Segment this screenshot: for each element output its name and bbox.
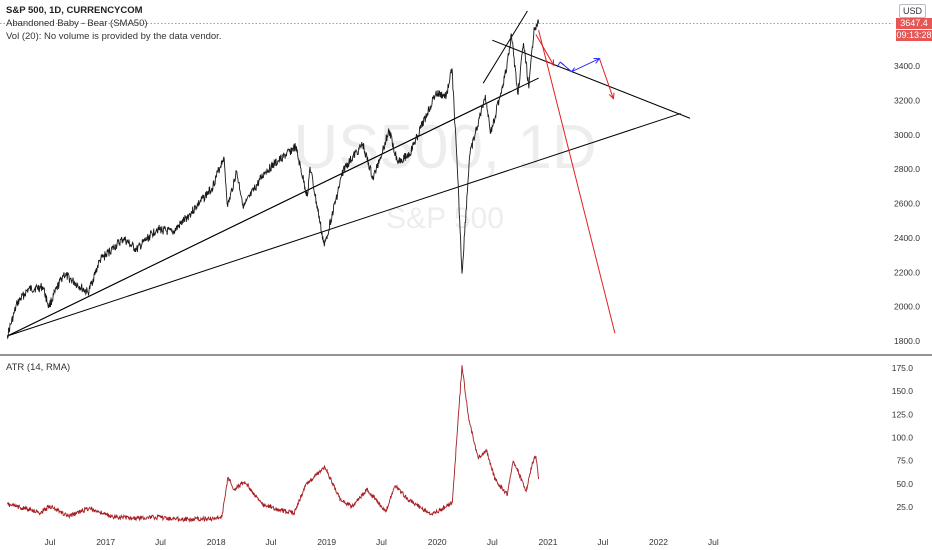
bar-countdown-tag: 09:13:28 bbox=[896, 30, 932, 41]
x-tick-label: 2021 bbox=[539, 537, 558, 547]
x-tick-label: 2018 bbox=[207, 537, 226, 547]
price-y-tick-label: 3000.0 bbox=[894, 130, 920, 140]
forecast-blue-caret bbox=[556, 61, 565, 68]
atr-y-tick-label: 175.0 bbox=[892, 363, 914, 373]
atr-y-tick-label: 25.0 bbox=[896, 502, 913, 512]
price-series-line[interactable] bbox=[6, 19, 540, 340]
x-tick-label: Jul bbox=[155, 537, 166, 547]
price-y-tick-label: 2800.0 bbox=[894, 164, 920, 174]
indicator-legend[interactable]: Abandoned Baby - Bear (SMA50) bbox=[6, 18, 148, 29]
price-y-tick-label: 2200.0 bbox=[894, 267, 920, 277]
x-tick-label: Jul bbox=[45, 537, 56, 547]
price-y-tick-label: 2000.0 bbox=[894, 302, 920, 312]
watermark-symbol: US500, 1D bbox=[293, 113, 596, 182]
x-tick-label: 2017 bbox=[96, 537, 115, 547]
x-tick-label: 2019 bbox=[317, 537, 336, 547]
price-y-tick-label: 3200.0 bbox=[894, 95, 920, 105]
trendline-2[interactable] bbox=[7, 90, 512, 337]
x-tick-label: Jul bbox=[708, 537, 719, 547]
atr-legend[interactable]: ATR (14, RMA) bbox=[6, 362, 71, 373]
price-y-tick-label: 3400.0 bbox=[894, 61, 920, 71]
volume-legend[interactable]: Vol (20): No volume is provided by the d… bbox=[6, 31, 222, 42]
currency-button[interactable]: USD bbox=[898, 4, 926, 18]
x-tick-label: Jul bbox=[376, 537, 387, 547]
x-tick-label: 2022 bbox=[649, 537, 668, 547]
atr-y-tick-label: 125.0 bbox=[892, 409, 914, 419]
atr-y-tick-label: 150.0 bbox=[892, 386, 914, 396]
forecast-red-arrowhead-1 bbox=[548, 59, 555, 67]
forecast-red-line-3[interactable] bbox=[598, 58, 614, 99]
forecast-red-line-1[interactable] bbox=[535, 34, 555, 66]
forecast-blue-arrowhead bbox=[593, 58, 601, 64]
last-price-tag: 3647.4 bbox=[896, 18, 932, 29]
axes: 3400.0 3200.0 3000.0 2800.0 2600.0 2400.0 2200… bbox=[0, 61, 932, 547]
price-y-tick-label: 2600.0 bbox=[894, 199, 920, 209]
atr-series-line[interactable] bbox=[6, 365, 540, 523]
atr-pane[interactable] bbox=[6, 365, 540, 523]
forecast-red-arrowhead-3 bbox=[608, 92, 615, 100]
x-tick-label: 2020 bbox=[428, 537, 447, 547]
atr-y-tick-label: 100.0 bbox=[892, 433, 914, 443]
watermark-name: S&P 500 bbox=[386, 202, 504, 235]
x-tick-label: Jul bbox=[597, 537, 608, 547]
x-tick-label: Jul bbox=[266, 537, 277, 547]
atr-y-tick-label: 50.0 bbox=[896, 479, 913, 489]
forecast-blue-vertex bbox=[567, 67, 576, 73]
price-pane[interactable] bbox=[0, 10, 893, 340]
chart-title[interactable]: S&P 500, 1D, CURRENCYCOM bbox=[6, 5, 143, 16]
atr-y-tick-label: 75.0 bbox=[896, 456, 913, 466]
price-y-tick-label: 2400.0 bbox=[894, 233, 920, 243]
x-tick-label: Jul bbox=[487, 537, 498, 547]
price-y-tick-label: 1800.0 bbox=[894, 336, 920, 346]
forecast-red-line-2[interactable] bbox=[538, 30, 616, 334]
trendline-4[interactable] bbox=[482, 10, 528, 84]
